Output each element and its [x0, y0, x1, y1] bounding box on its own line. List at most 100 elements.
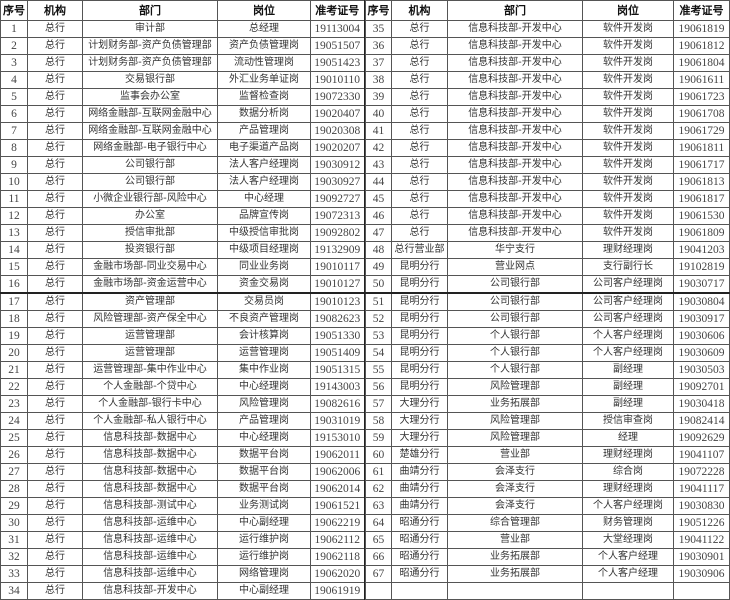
cell-org: 总行	[27, 258, 83, 276]
cell-exam-id: 19061723	[673, 88, 730, 106]
cell-position: 中级授信审批岗	[217, 224, 311, 242]
cell-position: 软件开发岗	[582, 122, 674, 140]
cell-exam-id: 19030606	[673, 327, 730, 345]
cell-department: 信息科技部-开发中心	[447, 71, 583, 89]
cell-org: 总行	[391, 20, 448, 38]
cell-position: 电子渠道产品岗	[217, 139, 311, 157]
cell-department: 资产管理部	[82, 292, 218, 311]
cell-department: 营业网点	[447, 258, 583, 276]
cell-department: 信息科技部-数据中心	[82, 429, 218, 447]
cell-position: 个人客户经理岗	[582, 327, 674, 345]
table-row: 6 总行 网络金融部-互联网金融中心 数据分析岗 19020407	[0, 105, 365, 123]
table-row: 41 总行 信息科技部-开发中心 软件开发岗 19061729	[365, 122, 730, 140]
cell-org: 总行	[391, 207, 448, 225]
cell-position: 软件开发岗	[582, 224, 674, 242]
cell-position: 软件开发岗	[582, 71, 674, 89]
cell-department: 网络金融部-互联网金融中心	[82, 122, 218, 140]
cell-org: 总行	[27, 531, 83, 549]
cell-department: 运营管理部-集中作业中心	[82, 361, 218, 379]
cell-org: 总行	[27, 275, 83, 294]
cell-department: 信息科技部-运维中心	[82, 514, 218, 532]
cell-position: 软件开发岗	[582, 105, 674, 123]
cell-department: 个人银行部	[447, 361, 583, 379]
cell-department: 业务拓展部	[447, 395, 583, 413]
cell-index: 47	[365, 224, 392, 242]
cell-position: 副经理	[582, 378, 674, 396]
cell-index: 9	[0, 156, 28, 174]
cell-index: 12	[0, 207, 28, 225]
cell-department: 会泽支行	[447, 463, 583, 481]
cell-position: 软件开发岗	[582, 20, 674, 38]
cell-org: 昆明分行	[391, 361, 448, 379]
cell-org: 总行	[27, 88, 83, 106]
cell-position: 数据平台岗	[217, 446, 311, 464]
cell-org: 总行	[391, 71, 448, 89]
cell-position: 公司客户经理岗	[582, 310, 674, 328]
cell-exam-id: 19092727	[310, 190, 365, 208]
cell-exam-id: 19082623	[310, 310, 365, 328]
header-department: 部门	[82, 0, 218, 21]
cell-department: 个人金融部-银行卡中心	[82, 395, 218, 413]
cell-exam-id: 19143003	[310, 378, 365, 396]
cell-exam-id: 19041203	[673, 241, 730, 259]
table-row: 65 昭通分行 营业部 大堂经理岗 19041122	[365, 531, 730, 549]
cell-org: 总行	[27, 361, 83, 379]
header-index: 序号	[0, 0, 28, 21]
cell-exam-id: 19062014	[310, 480, 365, 498]
cell-index: 20	[0, 344, 28, 362]
table-row: 56 昆明分行 风险管理部 副经理 19092701	[365, 378, 730, 396]
cell-department: 交易银行部	[82, 71, 218, 89]
cell-department: 个人银行部	[447, 327, 583, 345]
table-row: 8 总行 网络金融部-电子银行中心 电子渠道产品岗 19020207	[0, 139, 365, 157]
cell-department: 监事会办公室	[82, 88, 218, 106]
cell-exam-id: 19061717	[673, 156, 730, 174]
cell-org: 总行	[27, 412, 83, 430]
table-row: 18 总行 风险管理部-资产保全中心 不良资产管理岗 19082623	[0, 310, 365, 328]
table-row: 28 总行 信息科技部-数据中心 数据平台岗 19062014	[0, 480, 365, 498]
table-row: 67 昭通分行 业务拓展部 个人客户经理 19030906	[365, 565, 730, 583]
cell-position: 中心副经理	[217, 514, 311, 532]
cell-org: 总行	[27, 292, 83, 311]
cell-index: 31	[0, 531, 28, 549]
cell-position: 个人客户经理岗	[582, 344, 674, 362]
cell-org: 昭通分行	[391, 531, 448, 549]
cell-department: 信息科技部-开发中心	[447, 122, 583, 140]
cell-position: 软件开发岗	[582, 173, 674, 191]
cell-index: 23	[0, 395, 28, 413]
cell-index: 40	[365, 105, 392, 123]
cell-org: 总行	[27, 173, 83, 191]
cell-index: 49	[365, 258, 392, 276]
table-right-half: 序号 机构 部门 岗位 准考证号 35 总行 信息科技部-开发中心 软件开发岗 1906…	[365, 0, 730, 600]
header-org: 机构	[27, 0, 83, 21]
cell-org: 总行	[27, 207, 83, 225]
cell-exam-id: 19062011	[310, 446, 365, 464]
cell-org: 总行	[27, 139, 83, 157]
cell-org: 昆明分行	[391, 258, 448, 276]
cell-org: 总行	[27, 480, 83, 498]
table-row: 2 总行 计划财务部-资产负债管理部 资产负债管理岗 19051507	[0, 37, 365, 55]
cell-position: 资金交易岗	[217, 275, 311, 294]
cell-exam-id: 19020407	[310, 105, 365, 123]
cell-index: 24	[0, 412, 28, 430]
cell-org: 总行	[27, 224, 83, 242]
cell-org: 大理分行	[391, 395, 448, 413]
table-row: 11 总行 小微企业银行部-风险中心 中心经理 19092727	[0, 190, 365, 208]
cell-org: 昭通分行	[391, 514, 448, 532]
cell-position: 理财经理岗	[582, 446, 674, 464]
table-row: 48 总行营业部 华宁支行 理财经理岗 19041203	[365, 241, 730, 259]
header-index: 序号	[365, 0, 392, 21]
cell-department: 信息科技部-数据中心	[82, 446, 218, 464]
cell-position: 产品管理岗	[217, 412, 311, 430]
cell-index: 18	[0, 310, 28, 328]
cell-exam-id: 19020308	[310, 122, 365, 140]
table-row: 66 昭通分行 业务拓展部 个人客户经理 19030901	[365, 548, 730, 566]
table-row: 36 总行 信息科技部-开发中心 软件开发岗 19061812	[365, 37, 730, 55]
cell-index: 38	[365, 71, 392, 89]
cell-exam-id: 19061811	[673, 139, 730, 157]
cell-exam-id: 19061817	[673, 190, 730, 208]
cell-exam-id: 19030717	[673, 275, 730, 294]
cell-department: 个人银行部	[447, 344, 583, 362]
cell-exam-id: 19092701	[673, 378, 730, 396]
cell-position: 会计核算岗	[217, 327, 311, 345]
cell-department: 华宁支行	[447, 241, 583, 259]
